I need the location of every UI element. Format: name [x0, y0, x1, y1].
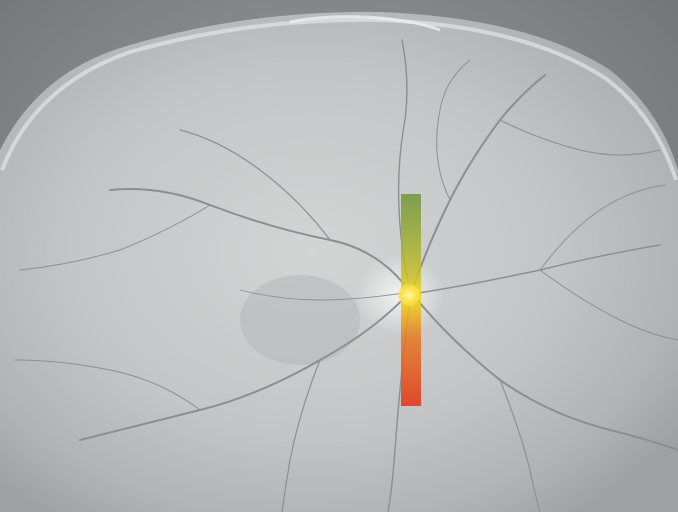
upper-artifact [289, 15, 441, 32]
retina-rim [0, 17, 678, 181]
optic-disc-highlight [398, 284, 420, 306]
retina-field [0, 11, 678, 512]
macula-shade [240, 275, 360, 365]
